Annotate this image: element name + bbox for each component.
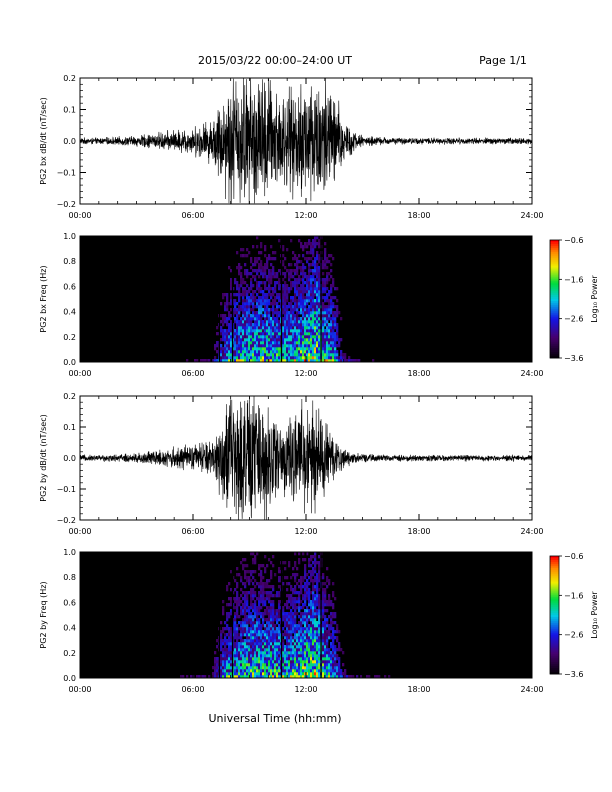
y-axis-label: PG2 bx Freq (Hz) [39,265,48,332]
y-tick-label: −0.1 [57,485,76,494]
colorbar-tick-label: −2.6 [564,315,583,324]
x-tick-label: 00:00 [68,527,91,536]
x-tick-label: 18:00 [407,369,430,378]
colorbar-tick-label: −1.6 [564,591,583,600]
x-tick-label: 00:00 [68,211,91,220]
y-tick-label: 0.0 [63,674,76,683]
x-tick-label: 06:00 [181,211,204,220]
colorbar: −0.6 −1.6 −2.6 −3.6 Log₁₀ Power [549,236,599,363]
y-tick-label: 0.1 [63,423,76,432]
x-tick-label: 12:00 [294,527,317,536]
y-tick-label: 0.4 [63,624,76,633]
x-tick-label: 12:00 [294,685,317,694]
y-tick-label: 1.0 [63,232,76,241]
y-tick-label: 0.2 [63,333,76,342]
x-tick-label: 24:00 [520,211,543,220]
x-tick-label: 06:00 [181,369,204,378]
y-tick-label: 1.0 [63,548,76,557]
colorbar-tick-label: −2.6 [564,631,583,640]
x-tick-label: 24:00 [520,685,543,694]
spectrogram-panel-2: 00:00 06:00 12:00 18:00 24:00 0.0 0.2 0.4 0.6 0.8… [39,232,599,378]
y-tick-label: 0.2 [63,74,76,83]
colorbar-label: Log₁₀ Power [590,591,599,639]
y-tick-label: 0.8 [63,573,76,582]
x-tick-label: 18:00 [407,685,430,694]
colorbar-tick-label: −3.6 [564,670,583,679]
y-tick-label: 0.1 [63,106,76,115]
y-tick-label: 0.2 [63,649,76,658]
colorbar-frame [549,555,560,675]
colorbar-tick-label: −0.6 [564,236,583,245]
x-axis-label: Universal Time (hh:mm) [209,712,342,725]
y-axis-label: PG2 by Freq (Hz) [39,581,48,648]
page-title: 2015/03/22 00:00–24:00 UT [198,54,352,67]
x-tick-label: 06:00 [181,685,204,694]
y-tick-label: 0.2 [63,392,76,401]
x-tick-label: 24:00 [520,369,543,378]
panels: 00:00 06:00 12:00 18:00 24:00 −0.2 −0.1 0.0 0.1 0… [39,74,599,694]
colorbar: −0.6 −1.6 −2.6 −3.6 Log₁₀ Power [549,552,599,679]
y-tick-label: −0.1 [57,169,76,178]
x-tick-label: 24:00 [520,527,543,536]
y-tick-label: −0.2 [57,516,76,525]
waveform-panel-1: 00:00 06:00 12:00 18:00 24:00 −0.2 −0.1 0.0 0.1 0… [39,74,544,220]
colorbar-tick-label: −3.6 [564,354,583,363]
x-tick-label: 12:00 [294,211,317,220]
spectrogram-panel-4: 00:00 06:00 12:00 18:00 24:00 0.0 0.2 0.4 0.6 0.8… [39,548,599,694]
y-tick-label: 0.6 [63,598,76,607]
colorbar-label: Log₁₀ Power [590,275,599,323]
y-tick-label: 0.0 [63,137,76,146]
y-tick-label: 0.8 [63,257,76,266]
waveform-panel-3: 00:00 06:00 12:00 18:00 24:00 −0.2 −0.1 0.0 0.1 0… [39,392,544,536]
colorbar-tick-label: −1.6 [564,275,583,284]
x-tick-label: 00:00 [68,369,91,378]
y-tick-label: −0.2 [57,200,76,209]
colorbar-frame [549,239,560,359]
waveform-trace [80,78,532,204]
y-tick-label: 0.0 [63,454,76,463]
waveform-trace [80,396,532,520]
x-tick-label: 18:00 [407,527,430,536]
y-tick-label: 0.0 [63,358,76,367]
x-tick-label: 06:00 [181,527,204,536]
x-tick-label: 18:00 [407,211,430,220]
page-number: Page 1/1 [479,54,527,67]
colorbar-tick-label: −0.6 [564,552,583,561]
y-axis-label: PG2 bx dB/dt (nT/sec) [39,97,48,184]
y-tick-label: 0.6 [63,282,76,291]
x-tick-label: 00:00 [68,685,91,694]
y-axis-label: PG2 by dB/dt (nT/sec) [39,414,48,501]
x-tick-label: 12:00 [294,369,317,378]
y-tick-label: 0.4 [63,308,76,317]
spectrogram-cells [180,552,391,679]
